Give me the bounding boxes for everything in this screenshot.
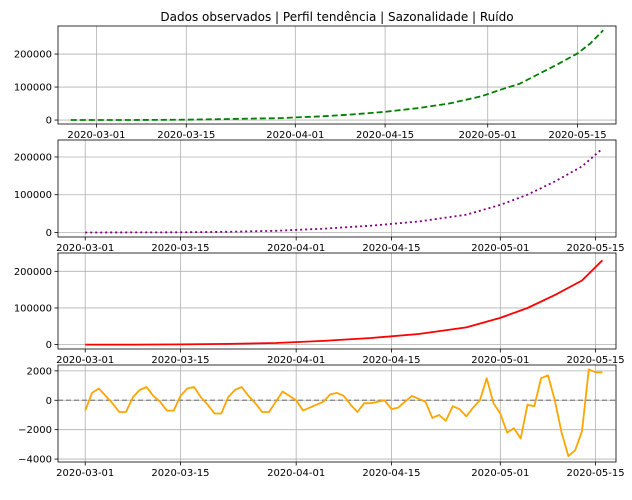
x-tick-label: 2020-05-15 <box>567 468 625 479</box>
y-tick-label: 0 <box>46 116 52 127</box>
x-tick-label: 2020-03-01 <box>67 130 125 141</box>
x-tick-label: 2020-04-01 <box>267 355 325 366</box>
series-line-observed <box>70 29 604 121</box>
x-tick-label: 2020-03-01 <box>56 355 114 366</box>
y-tick-label: 0 <box>46 340 52 351</box>
x-tick-label: 2020-05-15 <box>567 243 625 254</box>
axes-frame <box>57 25 617 125</box>
x-tick-label: 2020-05-15 <box>548 130 606 141</box>
x-tick-label: 2020-05-01 <box>471 355 529 366</box>
y-tick-label: 200000 <box>14 152 52 163</box>
x-tick-label: 2020-05-15 <box>567 355 625 366</box>
y-tick-label: 100000 <box>14 303 52 314</box>
y-tick-label: 200000 <box>14 50 52 61</box>
axes-frame <box>57 252 617 350</box>
subplot-seasonal: 2020-03-01 2020-03-15 2020-04-01 2020-04-15… <box>14 252 625 366</box>
y-tick-label: 2000 <box>27 366 52 377</box>
chart-title: Dados observados | Perfil tendência | Sa… <box>160 10 513 24</box>
x-tick-label: 2020-04-01 <box>267 243 325 254</box>
x-tick-label: 2020-04-15 <box>356 130 414 141</box>
x-tick-label: 2020-04-01 <box>266 130 324 141</box>
y-tick-label: 100000 <box>14 83 52 94</box>
subplot-trend: 2020-03-01 2020-03-15 2020-04-01 2020-04-15… <box>14 139 625 254</box>
x-tick-label: 2020-03-15 <box>151 355 209 366</box>
series-line-trend <box>85 148 603 234</box>
y-tick-label: 100000 <box>14 190 52 201</box>
series-line-seasonal <box>85 259 604 346</box>
y-tick-label: −4000 <box>18 455 52 466</box>
subplot-residual: 2020-03-01 2020-03-15 2020-04-01 2020-04-15… <box>18 364 625 479</box>
x-tick-label: 2020-03-15 <box>151 468 209 479</box>
y-tick-label: −2000 <box>18 425 52 436</box>
x-tick-label: 2020-04-01 <box>267 468 325 479</box>
axes-frame <box>57 139 617 238</box>
x-tick-label: 2020-03-15 <box>151 243 209 254</box>
y-tick-label: 200000 <box>14 267 52 278</box>
x-tick-label: 2020-04-15 <box>362 355 420 366</box>
x-tick-label: 2020-03-15 <box>157 130 215 141</box>
x-tick-label: 2020-03-01 <box>56 243 114 254</box>
series-line-residual <box>84 368 603 458</box>
subplot-observed: 2020-03-01 2020-03-15 2020-04-01 2020-04-15… <box>14 25 617 141</box>
y-tick-label: 0 <box>46 396 52 407</box>
x-tick-label: 2020-05-01 <box>471 468 529 479</box>
axes-frame <box>57 364 617 463</box>
x-tick-label: 2020-04-15 <box>362 468 420 479</box>
x-tick-label: 2020-05-01 <box>471 243 529 254</box>
x-tick-label: 2020-04-15 <box>362 243 420 254</box>
x-tick-label: 2020-03-01 <box>56 468 114 479</box>
x-tick-label: 2020-05-01 <box>459 130 517 141</box>
y-tick-label: 0 <box>46 228 52 239</box>
